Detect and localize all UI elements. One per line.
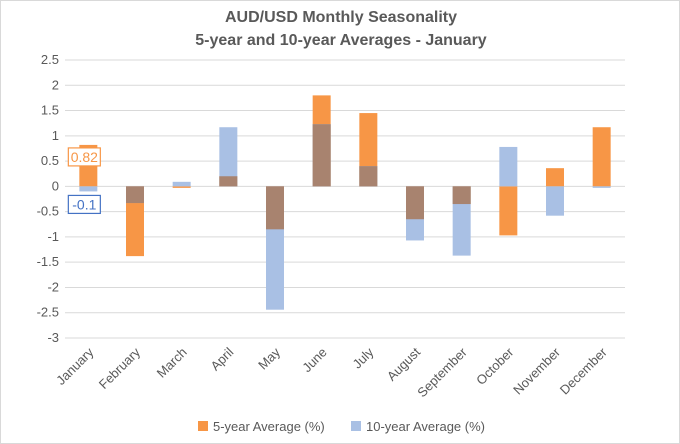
y-tick-label: 0 [52,178,59,193]
chart-title: AUD/USD Monthly Seasonality [224,9,458,26]
bar-5yr-october [499,186,518,236]
y-tick-label: -1 [47,229,59,244]
x-axis-ticks: January February March April May June July Augu… [53,344,610,400]
bar-overlap-august [406,186,424,220]
y-axis-ticks: 2.5 2 1.5 1 0.5 0 -0.5 -1 -1.5 -2 -2.5 -3 [37,52,59,345]
chart-subtitle: 5-year and 10-year Averages - January [195,32,487,49]
x-tick-label: February [96,344,144,392]
y-tick-label: 2 [52,77,59,92]
bar-5yr-december [592,127,611,187]
bar-10yr-april [219,127,238,187]
bar-5yr-november [546,168,564,187]
y-tick-label: -2.5 [37,305,59,320]
bar-overlap-june [312,124,331,187]
y-tick-label: 0.5 [41,153,59,168]
x-tick-label: July [349,344,376,371]
y-tick-label: 1.5 [41,103,59,118]
x-tick-label: May [255,344,283,372]
bar-overlap-july [359,166,378,187]
data-label-text: 0.82 [71,149,98,165]
bar-10yr-october [499,146,518,187]
x-tick-label: March [154,345,190,381]
gridlines [65,59,625,339]
bar-10yr-december [592,186,611,188]
legend-swatch [351,421,361,431]
data-label-box [67,194,101,215]
x-tick-label: September [414,344,470,400]
x-tick-label: August [384,344,423,383]
legend-item-5yr: 5-year Average (%) [198,419,325,434]
x-tick-label: November [510,344,563,397]
data-label-5yr: 0.82 [67,147,101,167]
bar-overlap-may [266,186,284,230]
data-label-box [67,147,101,167]
legend-label: 5-year Average (%) [213,419,325,434]
x-tick-label: June [299,345,330,376]
y-tick-label: 1 [52,128,59,143]
bar-overlap-september [452,186,471,205]
bar-10yr-january [79,186,98,192]
bars [79,95,611,310]
data-label-text: -0.1 [72,196,96,212]
x-tick-label: January [53,344,97,388]
bar-10yr-november [546,186,564,216]
x-tick-label: October [473,344,517,388]
annotations: 0.82 -0.1 [67,147,101,215]
bar-overlap-april [219,176,238,187]
x-tick-label: December [557,344,610,397]
y-tick-label: -2 [47,279,59,294]
y-tick-label: -3 [47,330,59,345]
legend-swatch [198,421,208,431]
bar-5yr-february [126,186,144,257]
y-tick-label: -1.5 [37,254,59,269]
y-tick-label: -0.5 [37,204,59,219]
bar-5yr-march [172,186,191,188]
bar-overlap-february [126,186,144,204]
legend: 5-year Average (%) 10-year Average (%) [198,419,485,434]
y-tick-label: 2.5 [41,52,59,67]
bar-10yr-march [172,181,191,187]
legend-label: 10-year Average (%) [366,419,485,434]
data-label-10yr: -0.1 [67,194,101,215]
legend-item-10yr: 10-year Average (%) [351,419,485,434]
x-tick-label: April [207,344,236,373]
